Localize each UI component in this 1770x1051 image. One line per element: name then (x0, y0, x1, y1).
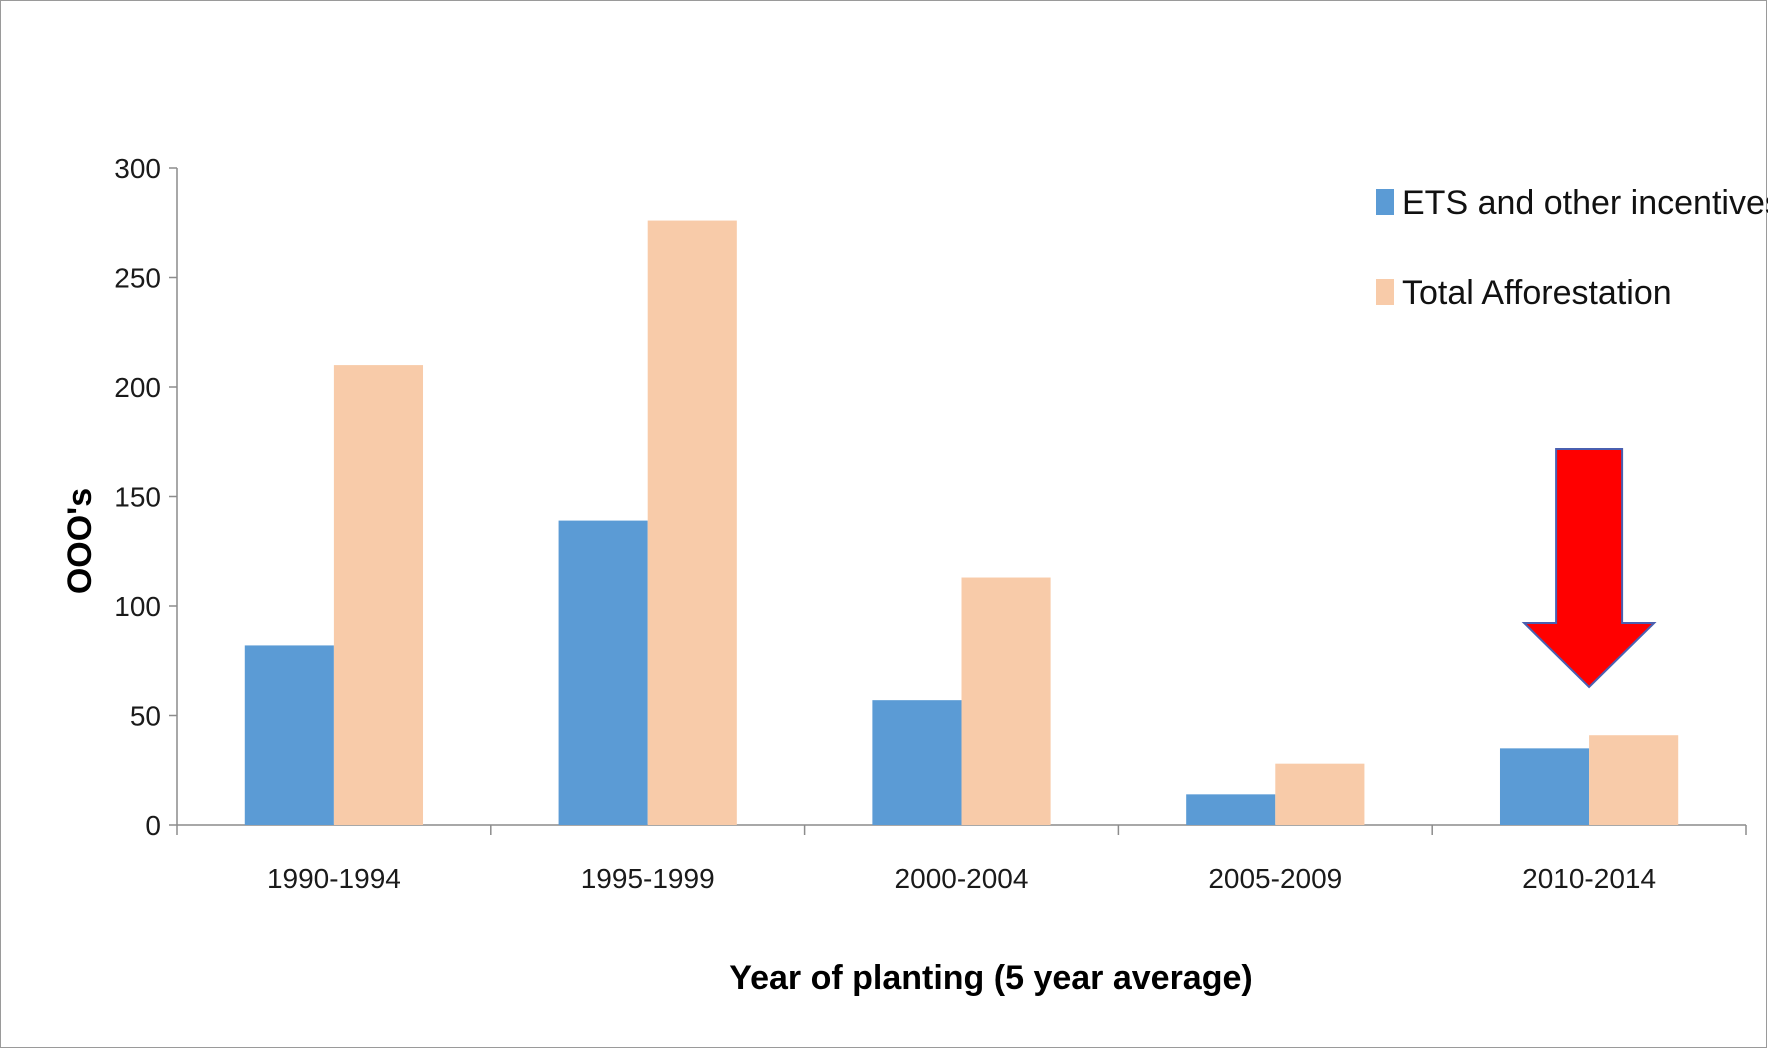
legend: ETS and other incentives Total Afforesta… (1376, 184, 1768, 312)
x-axis-title: Year of planting (5 year average) (729, 959, 1252, 997)
legend-label-ets: ETS and other incentives (1402, 184, 1768, 222)
x-tick-label: 1995-1999 (581, 863, 715, 894)
bar-total-1995-1999 (647, 220, 737, 825)
bar-total-2000-2004 (961, 577, 1051, 825)
y-axis: 0 50 100 150 200 250 300 (114, 153, 178, 841)
y-tick-label: 100 (114, 591, 161, 622)
bar-ets-2000-2004 (872, 700, 962, 825)
bar-ets-2005-2009 (1186, 794, 1276, 825)
x-tick-label: 2000-2004 (895, 863, 1029, 894)
y-tick-label: 50 (130, 701, 161, 732)
red-arrow-icon (1521, 448, 1657, 689)
y-tick-label: 150 (114, 482, 161, 513)
bar-ets-2010-2014 (1499, 748, 1590, 825)
bar-ets-1995-1999 (558, 520, 648, 825)
legend-swatch-total (1376, 279, 1394, 305)
bars (244, 220, 1679, 825)
y-tick-label: 300 (114, 153, 161, 184)
x-tick-label: 2010-2014 (1522, 863, 1656, 894)
bar-total-2010-2014 (1589, 735, 1679, 825)
x-tick-label: 2005-2009 (1208, 863, 1342, 894)
x-tick-label: 1990-1994 (267, 863, 401, 894)
y-tick-label: 250 (114, 263, 161, 294)
bar-ets-1990-1994 (244, 645, 334, 825)
y-tick-label: 200 (114, 372, 161, 403)
legend-label-total: Total Afforestation (1402, 274, 1672, 312)
x-axis: 1990-1994 1995-1999 2000-2004 2005-2009 2010… (176, 824, 1747, 894)
red-arrow-shape (1521, 448, 1657, 689)
legend-swatch-ets (1376, 189, 1394, 215)
y-tick-label: 0 (145, 810, 161, 841)
bar-total-1990-1994 (333, 365, 424, 825)
y-axis-title: OOO's (61, 488, 99, 594)
bar-total-2005-2009 (1275, 763, 1365, 825)
